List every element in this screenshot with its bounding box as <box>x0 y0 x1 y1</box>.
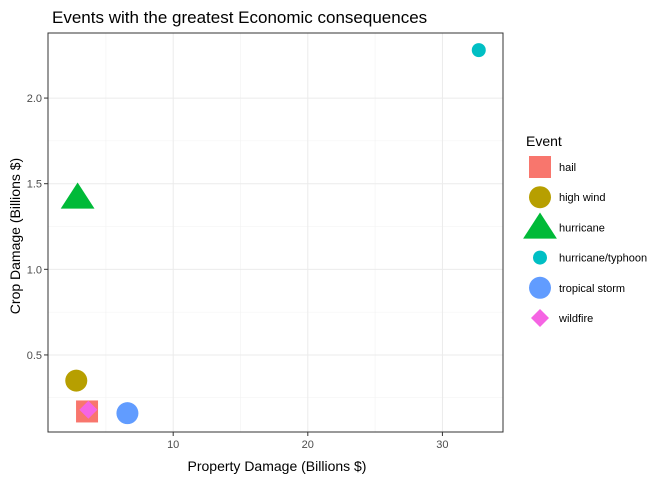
data-point-wildfire <box>79 400 98 419</box>
legend: Event hail high wind hurricane hurricane/ty… <box>523 133 647 327</box>
plot-panel <box>47 32 504 433</box>
data-point-tropical-storm <box>116 402 139 425</box>
x-tick-label: 20 <box>302 439 314 451</box>
data-point-high-wind <box>65 369 88 392</box>
legend-key-hail <box>529 156 551 178</box>
legend-key-wildfire <box>531 309 549 327</box>
legend-label-hurricane: hurricane <box>559 222 605 234</box>
legend-label-tropical-storm: tropical storm <box>559 283 625 295</box>
x-tick-label: 30 <box>436 439 448 451</box>
legend-key-high-wind <box>529 186 551 209</box>
chart-title: Events with the greatest Economic conseq… <box>52 8 427 27</box>
x-tick-label: 10 <box>167 439 179 451</box>
y-axis-title: Crop Damage (Billions $) <box>7 158 23 314</box>
plot-grid <box>48 33 503 432</box>
legend-key-hurricane <box>523 212 557 239</box>
y-tick-label: 1.5 <box>27 179 42 191</box>
legend-label-high-wind: high wind <box>559 192 605 204</box>
y-tick-label: 2.0 <box>27 93 42 105</box>
legend-key-hurricane-typhoon <box>533 250 547 265</box>
y-tick-label: 1.0 <box>27 264 42 276</box>
legend-label-wildfire: wildfire <box>558 313 593 325</box>
legend-title: Event <box>526 133 562 149</box>
data-point-hurricane <box>60 182 95 209</box>
axis-ticks: 10 20 30 0.5 1.0 1.5 2.0 <box>27 93 449 451</box>
data-point-hurricane-typhoon <box>471 43 486 58</box>
y-tick-label: 0.5 <box>27 350 42 362</box>
data-points <box>60 43 486 425</box>
legend-label-hurricane-typhoon: hurricane/typhoon <box>559 253 647 265</box>
x-axis-title: Property Damage (Billions $) <box>188 458 367 474</box>
legend-key-tropical-storm <box>529 276 551 299</box>
legend-label-hail: hail <box>559 162 576 174</box>
